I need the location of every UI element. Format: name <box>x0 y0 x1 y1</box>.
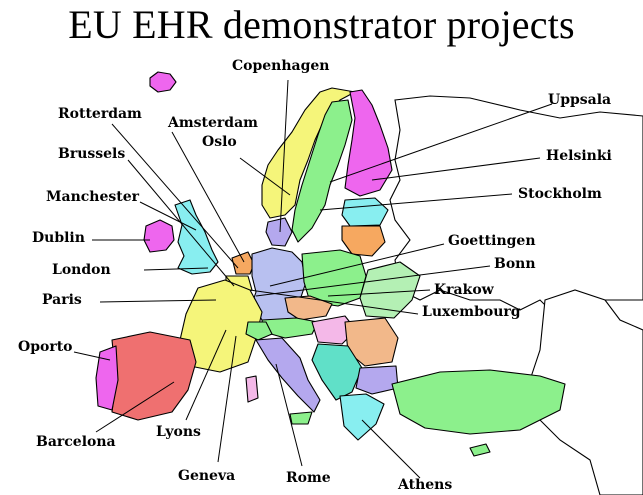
country-sweden <box>291 99 353 243</box>
island-sicily <box>289 411 313 425</box>
country-spain <box>111 331 197 421</box>
leader-manchester <box>139 201 197 231</box>
label-brussels: Brussels <box>58 146 126 162</box>
label-rome: Rome <box>286 470 331 486</box>
leader-lines <box>73 79 553 479</box>
label-athens: Athens <box>398 477 453 493</box>
country-netherlands <box>231 251 255 275</box>
leader-london <box>143 267 209 271</box>
label-dublin: Dublin <box>32 230 85 246</box>
label-oslo: Oslo <box>202 134 237 150</box>
leader-luxembourg <box>249 289 419 315</box>
leader-copenhagen <box>279 79 289 233</box>
label-amsterdam: Amsterdam <box>168 115 258 131</box>
leader-uppsala <box>329 103 553 183</box>
leader-rotterdam <box>111 123 239 269</box>
label-bonn: Bonn <box>494 256 536 272</box>
label-london: London <box>52 262 111 278</box>
country-ukraine <box>359 261 421 319</box>
label-oporto: Oporto <box>18 339 73 355</box>
label-goettingen: Goettingen <box>448 233 536 249</box>
leader-goettingen <box>269 243 445 287</box>
leader-barcelona <box>95 381 175 433</box>
map-title: EU EHR demonstrator projects <box>68 2 575 47</box>
country-great-britain <box>174 199 219 275</box>
leader-athens <box>361 419 421 479</box>
country-ireland <box>143 219 175 253</box>
leader-amsterdam <box>171 131 245 263</box>
country-iceland <box>149 71 177 93</box>
country-france <box>179 279 263 373</box>
country-greece <box>339 393 385 441</box>
label-krakow: Krakow <box>434 282 494 298</box>
leader-helsinki <box>371 157 541 181</box>
island-cyprus <box>469 443 491 457</box>
country-switzerland <box>245 321 273 341</box>
leader-stockholm <box>319 193 513 211</box>
russia-outline <box>389 95 643 321</box>
label-helsinki: Helsinki <box>546 148 612 164</box>
leader-krakow <box>327 289 431 297</box>
label-geneva: Geneva <box>178 468 236 484</box>
country-portugal <box>95 345 119 411</box>
label-uppsala: Uppsala <box>548 92 612 108</box>
label-manchester: Manchester <box>46 189 139 205</box>
leader-rome <box>275 363 303 467</box>
country-turkey <box>391 369 566 435</box>
country-czech <box>284 295 333 321</box>
country-lithuania <box>341 225 386 257</box>
leader-lyons <box>185 329 227 421</box>
label-luxembourg: Luxembourg <box>422 304 521 320</box>
country-denmark <box>265 217 293 247</box>
label-lyons: Lyons <box>156 424 201 440</box>
leader-geneva <box>217 335 237 463</box>
country-finland <box>344 89 393 197</box>
label-copenhagen: Copenhagen <box>232 58 330 74</box>
label-stockholm: Stockholm <box>518 186 602 202</box>
country-bulgaria <box>355 365 399 395</box>
island-sardinia <box>245 375 259 403</box>
country-italy <box>255 337 321 413</box>
leader-bonn <box>255 265 491 297</box>
leader-paris <box>99 299 217 303</box>
label-barcelona: Barcelona <box>36 434 116 450</box>
label-paris: Paris <box>42 292 82 308</box>
leader-oporto <box>73 351 111 361</box>
leader-oslo <box>239 157 291 196</box>
country-baltics <box>341 197 389 227</box>
label-rotterdam: Rotterdam <box>58 106 142 122</box>
